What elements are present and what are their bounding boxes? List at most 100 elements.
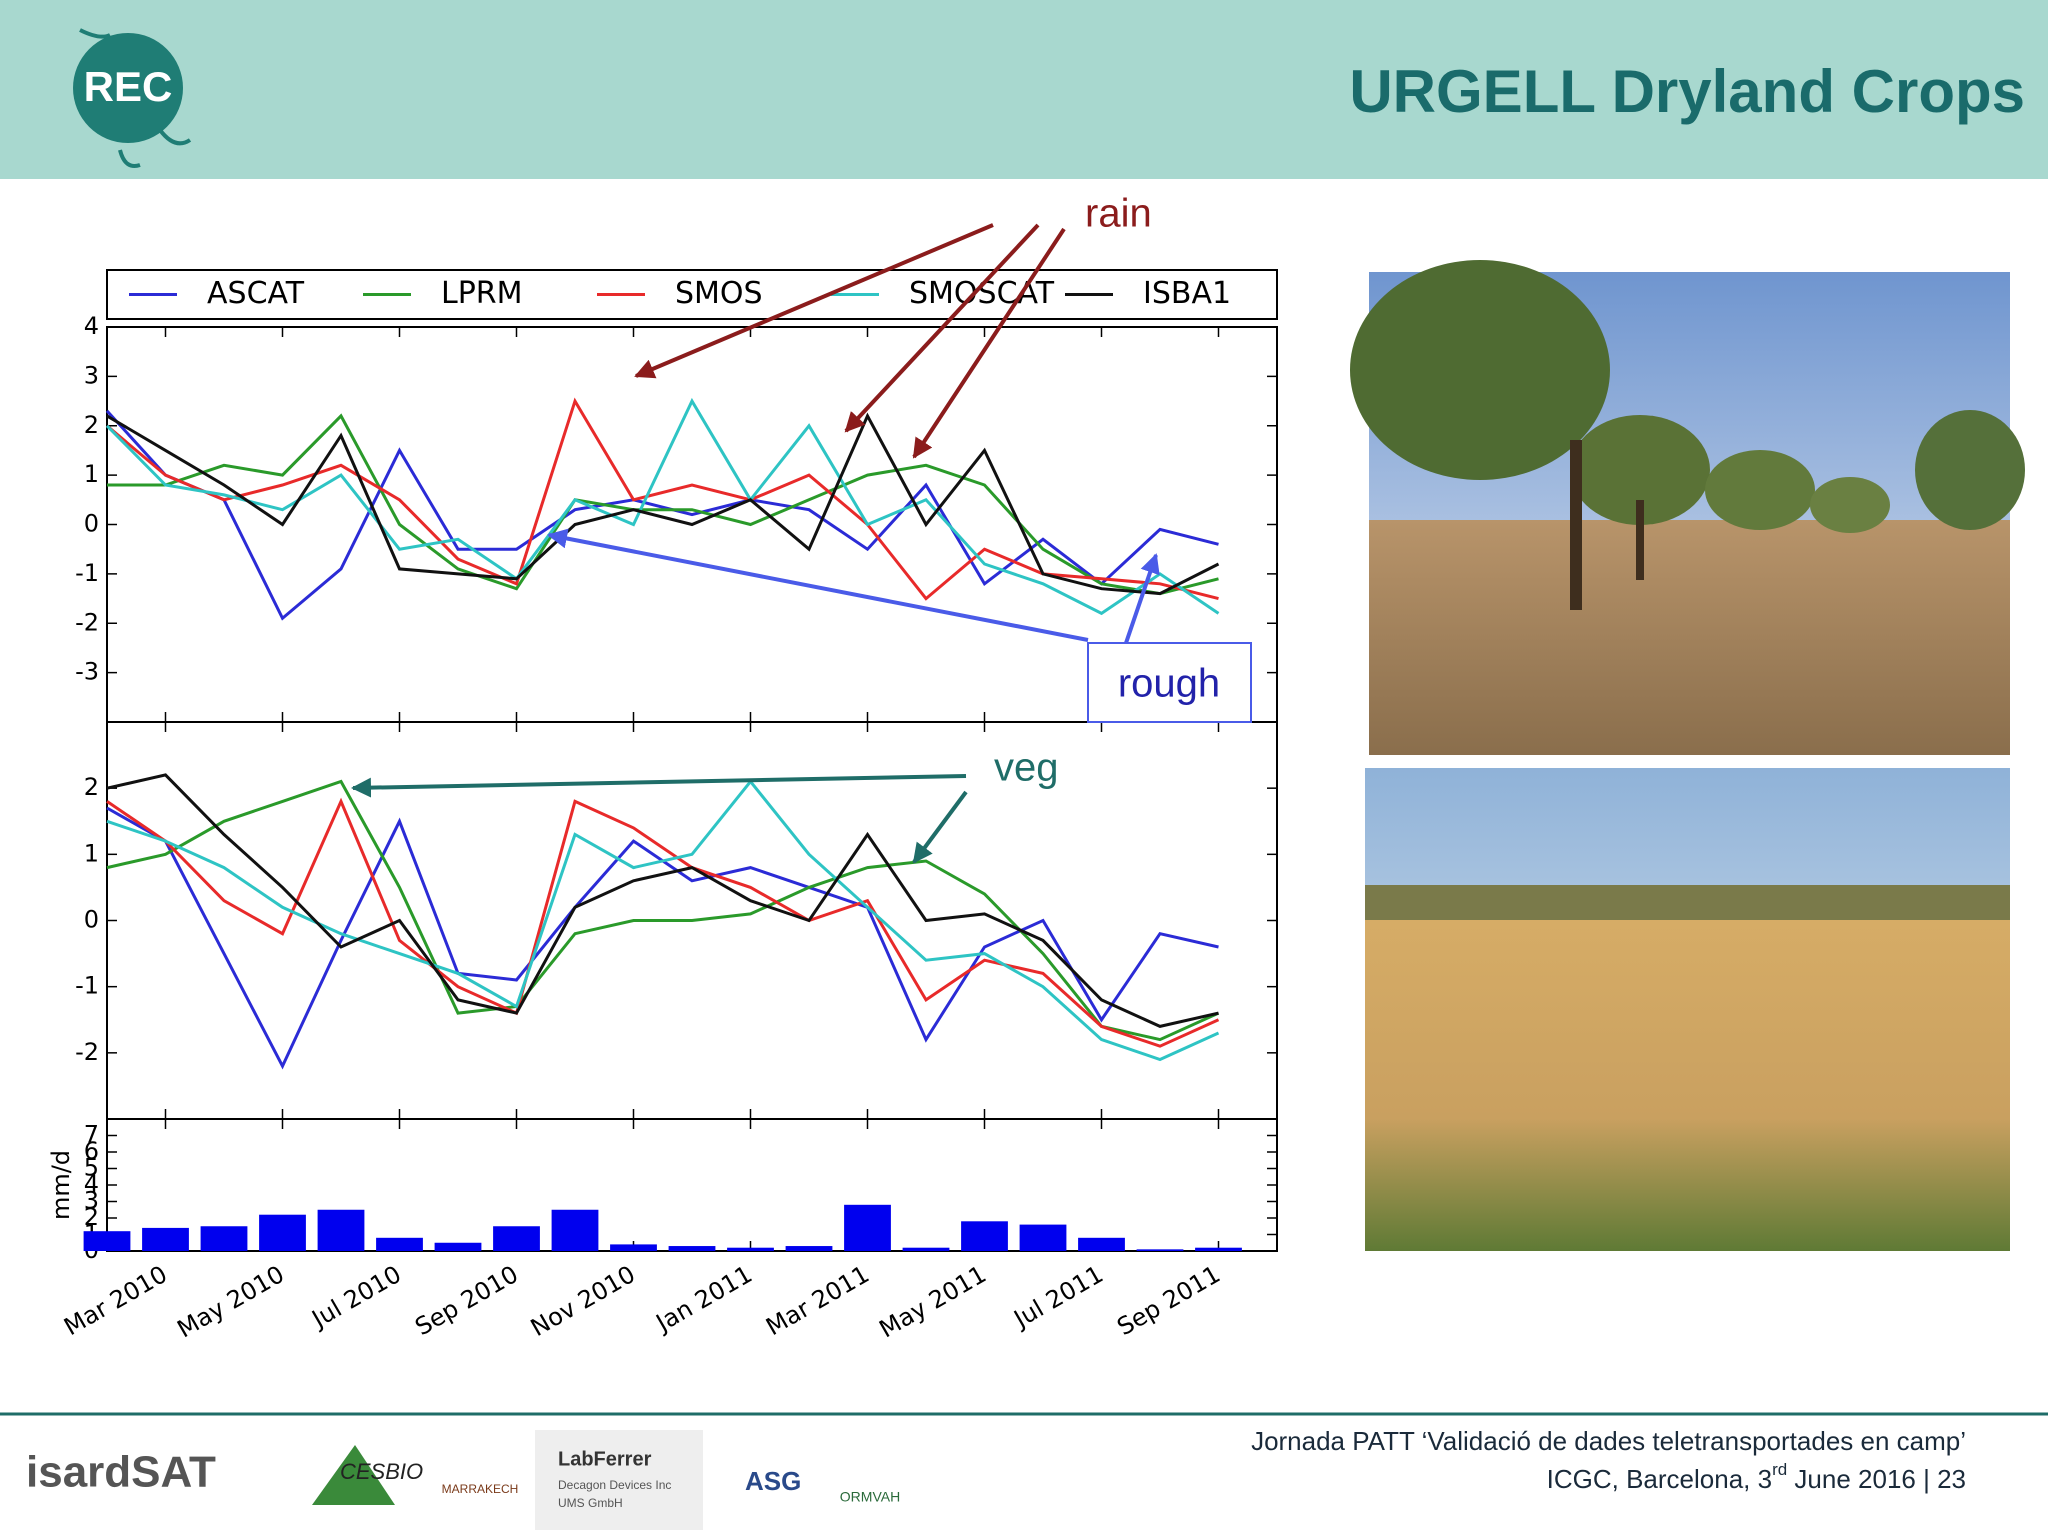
bar [1136,1249,1184,1251]
series-line [106,779,1220,1062]
bar [83,1231,131,1251]
bar [1019,1224,1067,1251]
bar [844,1204,891,1251]
bar [610,1244,657,1251]
header-band [0,0,2048,179]
slide-title: URGELL Dryland Crops [1349,58,2025,125]
bar [317,1209,365,1251]
bar [902,1247,950,1251]
arrow [912,227,1066,459]
bar [142,1227,189,1251]
arrow [634,223,994,379]
y-tick-label: 0 [84,906,99,934]
rough-box [1087,642,1252,723]
arrow [844,223,1040,433]
series-line [106,397,1219,601]
arrow [1124,553,1160,644]
logo-asg: ASG [745,1466,801,1496]
footer-text: June 2016 | 23 [1787,1464,1966,1494]
logo-ormvah: ORMVAH [840,1489,900,1505]
logo-text: REC [84,63,173,110]
arrow [912,790,968,864]
y-axis-label: mm/d [47,1150,75,1220]
series-line [105,397,1220,616]
x-tick-label: Sep 2011 [1112,1260,1225,1341]
x-tick-label: Mar 2010 [59,1260,172,1341]
logo-branches [79,28,192,168]
x-tick-label: Jan 2011 [650,1260,757,1338]
x-tick-label: Mar 2011 [761,1260,874,1341]
bar [727,1247,774,1251]
series-line [106,773,1219,1028]
x-tick-label: Jul 2010 [306,1260,406,1334]
logo-shape [312,1445,395,1505]
y-tick-label: -2 [75,1038,99,1066]
logo-circle [73,33,183,143]
footer-sup: rd [1772,1460,1787,1479]
photo-field [1365,768,2010,1251]
photo-orchard [1350,260,2025,755]
rain-label: rain [1085,192,1152,236]
y-tick-label: -1 [75,972,99,1000]
footer-line2: ICGC, Barcelona, 3rd June 2016 | 23 [1547,1460,1966,1493]
bar [376,1237,423,1251]
bar [259,1214,306,1251]
bar [785,1246,833,1251]
x-tick-label: Nov 2010 [526,1260,640,1342]
legend-label: SMOS [675,276,763,311]
legend-label: ASCAT [207,276,305,311]
x-tick-label: Sep 2010 [410,1260,523,1341]
y-tick-label: 1 [84,460,99,488]
y-tick-label: 4 [84,312,99,340]
series-line [106,412,1220,596]
rough-label: rough [1118,662,1220,706]
bar [961,1221,1008,1251]
annotations: rain rough veg [351,192,1252,864]
bar [1195,1247,1242,1251]
series-line [105,409,1219,621]
logo-labferrer: LabFerrer [558,1448,652,1470]
series-line [107,413,1219,596]
series-line [106,779,1220,1042]
legend-label: ISBA1 [1143,276,1231,311]
bar [434,1242,482,1251]
y-tick-label: -2 [75,608,99,636]
y-tick-label: 2 [84,1203,99,1231]
x-tick-label: Jul 2011 [1008,1260,1108,1334]
y-tick-label: 2 [84,411,99,439]
arrow [547,528,1089,642]
y-tick-label: -3 [75,658,99,686]
y-tick-label: 2 [84,773,99,801]
y-tick-label: 6 [84,1137,99,1165]
logo-cesbio: CESBIO [340,1459,423,1484]
bar [551,1209,599,1251]
y-tick-label: 5 [84,1154,99,1182]
y-tick-label: 1 [84,839,99,867]
y-tick-label: 3 [84,361,99,389]
arrow [351,774,967,798]
x-tick-label: May 2010 [173,1260,289,1343]
legend-label: SMOSCAT [909,276,1055,311]
y-tick-label: 4 [84,1170,99,1198]
logo-decagon: Decagon Devices Inc [558,1478,671,1492]
bar [200,1226,248,1251]
veg-label: veg [994,746,1059,790]
logos: isardSAT CESBIO MARRAKECH LabFerrer Deca… [26,1430,900,1530]
y-tick-label: 3 [84,1187,99,1215]
bar [1078,1237,1125,1251]
logo-isardsat: isardSAT [26,1448,216,1497]
logo-marrakech: MARRAKECH [442,1482,519,1496]
footer-line1: Jornada PATT ‘Validació de dades teletra… [1251,1426,1966,1456]
legend-label: LPRM [441,276,523,311]
bar [493,1226,540,1251]
y-tick-label: -1 [75,559,99,587]
footer-text: ICGC, Barcelona, 3 [1547,1464,1772,1494]
bar [668,1246,716,1251]
logo-box [535,1430,703,1530]
x-tick-label: May 2011 [875,1260,991,1343]
y-tick-label: 0 [84,510,99,538]
logo-ums: UMS GmbH [558,1496,623,1510]
y-tick-label: 7 [84,1121,99,1149]
